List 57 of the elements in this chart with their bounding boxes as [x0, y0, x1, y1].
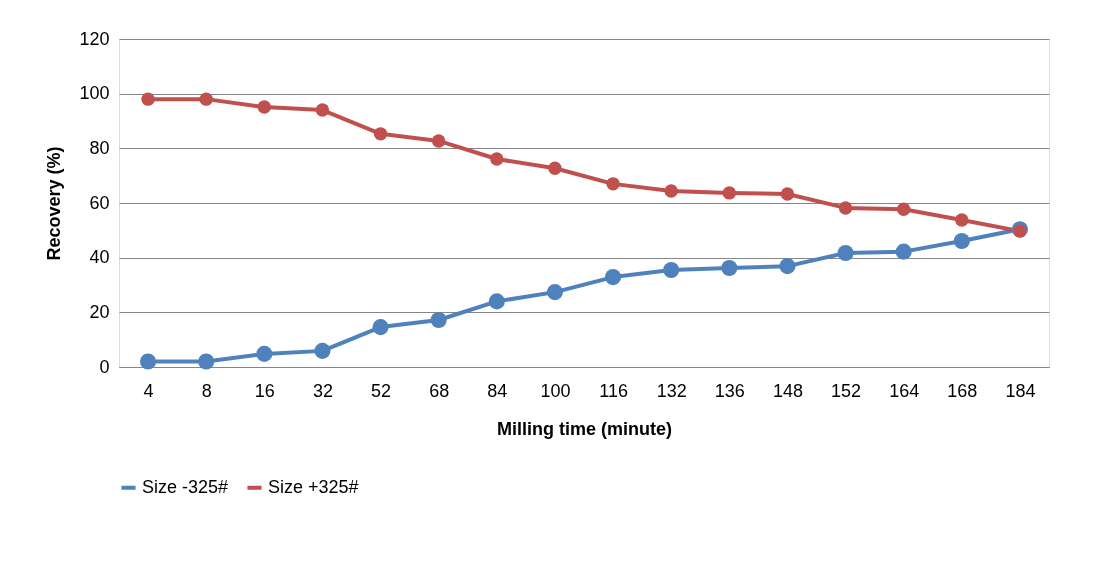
- point: [722, 186, 737, 200]
- legend-label: Size -325#: [142, 476, 229, 497]
- x-tick-label: 100: [540, 380, 571, 401]
- point: [779, 258, 796, 275]
- point: [430, 311, 447, 329]
- x-tick-label: 52: [371, 380, 392, 401]
- x-tick-label: 136: [714, 380, 745, 401]
- x-tick-label: 4: [143, 380, 154, 401]
- point: [314, 342, 331, 359]
- x-axis-title: Milling time (minute): [497, 418, 672, 439]
- point: [257, 100, 272, 114]
- point: [431, 134, 446, 148]
- y-tick-label: 20: [89, 301, 110, 322]
- y-axis-title: Recovery (%): [44, 146, 65, 261]
- x-tick-label: 148: [772, 380, 803, 401]
- y-tick-label: 60: [89, 192, 110, 213]
- point: [953, 232, 970, 250]
- point: [605, 269, 622, 286]
- point: [141, 92, 155, 106]
- y-tick-label: 40: [89, 247, 110, 268]
- x-tick-label: 184: [1005, 380, 1036, 401]
- point: [490, 152, 504, 166]
- point: [663, 261, 680, 279]
- x-tick-label: 116: [599, 380, 628, 401]
- x-tick-label: 16: [254, 380, 275, 401]
- y-tick-label: 80: [89, 137, 110, 158]
- point: [199, 92, 213, 106]
- point: [256, 345, 273, 362]
- point: [546, 284, 563, 301]
- point: [721, 260, 738, 277]
- x-tick-label: 152: [831, 380, 862, 401]
- x-tick-label: 32: [312, 380, 333, 401]
- point: [488, 293, 505, 310]
- point: [198, 353, 215, 370]
- point: [837, 244, 854, 262]
- x-tick-label: 8: [201, 380, 212, 401]
- point: [373, 127, 388, 141]
- point: [896, 202, 911, 216]
- point: [140, 353, 157, 370]
- point: [895, 243, 912, 260]
- x-tick-label: 84: [487, 380, 508, 401]
- legend-label: Size +325#: [268, 476, 359, 497]
- point: [315, 103, 330, 117]
- x-tick-label: 168: [947, 380, 978, 401]
- x-tick-label: 164: [889, 380, 920, 401]
- y-tick-label: 100: [79, 83, 110, 104]
- y-tick-label: 0: [99, 356, 110, 377]
- point: [606, 177, 620, 191]
- point: [838, 201, 853, 215]
- point: [372, 319, 389, 336]
- point: [955, 213, 969, 227]
- x-tick-label: 68: [429, 380, 450, 401]
- point: [780, 187, 795, 201]
- point: [548, 161, 562, 175]
- x-tick-label: 132: [656, 380, 687, 401]
- y-tick-label: 120: [79, 28, 110, 49]
- point: [664, 184, 678, 198]
